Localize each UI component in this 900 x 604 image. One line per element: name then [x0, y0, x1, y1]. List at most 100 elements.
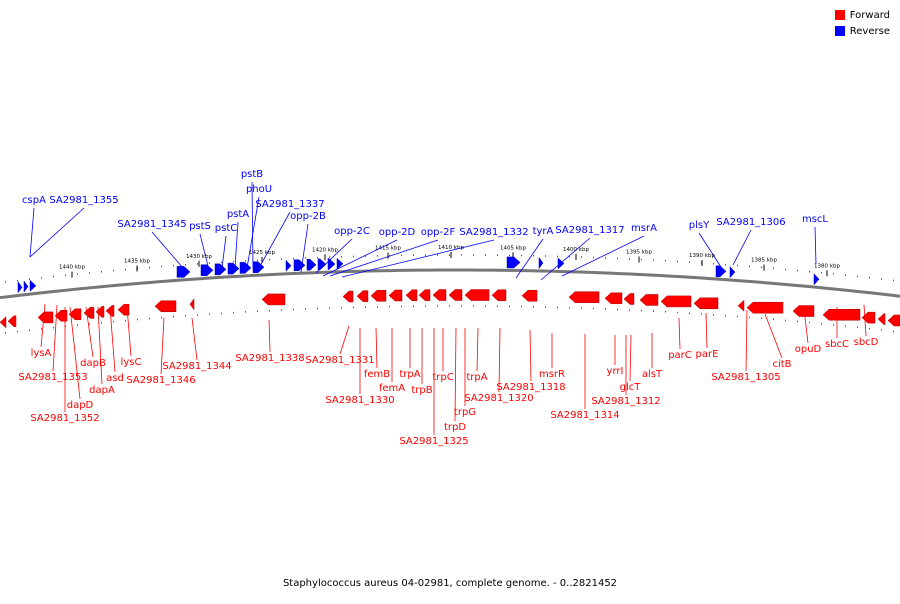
reverse-gene-arrow	[17, 281, 23, 294]
reverse-gene-arrow	[23, 280, 29, 293]
reverse-gene-leader	[234, 221, 239, 269]
reverse-gene-leader	[329, 239, 439, 277]
reverse-gene-leader	[29, 207, 35, 258]
scale-tick-label: 1435 kbp	[124, 259, 150, 265]
scale-tick-label: 1425 kbp	[249, 250, 275, 256]
scale-tick-label: 1440 kbp	[59, 265, 85, 271]
forward-gene-label: SA2981_1312	[591, 396, 660, 407]
reverse-gene-arrow	[176, 266, 191, 278]
reverse-gene-arrow	[239, 262, 252, 274]
forward-gene-label: trpA	[466, 372, 487, 383]
forward-gene-label: SA2981_1305	[711, 372, 780, 383]
reverse-gene-label: pstA	[227, 209, 249, 220]
forward-gene-label: sbcD	[854, 337, 879, 348]
forward-gene-leader	[803, 308, 809, 344]
legend-reverse: Reverse	[834, 24, 890, 38]
forward-gene-label: trpC	[432, 372, 453, 383]
forward-gene-arrow	[861, 311, 876, 324]
forward-gene-label: citB	[772, 359, 791, 370]
reverse-gene-leader	[322, 239, 398, 277]
forward-gene-arrow	[154, 300, 177, 312]
reverse-gene-leader	[540, 237, 591, 281]
forward-gene-leader	[764, 313, 783, 359]
scale-tick-label: 1415 kbp	[375, 246, 401, 252]
forward-gene-arrow	[623, 293, 635, 305]
forward-gene-label: parC	[668, 350, 692, 361]
reverse-gene-label: opp-2B	[290, 211, 326, 222]
forward-gene-leader	[529, 329, 532, 382]
forward-gene-arrow	[7, 315, 17, 327]
forward-gene-label: SA2981_1314	[550, 410, 619, 421]
reverse-gene-leader	[151, 231, 184, 269]
reverse-gene-arrow	[200, 264, 214, 276]
forward-gene-label: sbcC	[825, 339, 849, 350]
forward-gene-leader	[705, 312, 708, 349]
reverse-gene-leader	[698, 232, 722, 268]
forward-gene-leader	[375, 327, 378, 369]
reverse-gene-label: SA2981_1355	[49, 195, 118, 206]
reverse-gene-arrow	[327, 258, 336, 270]
forward-gene-leader	[191, 317, 198, 361]
legend-forward-label: Forward	[849, 9, 890, 21]
scale-tick-label: 1410 kbp	[438, 245, 464, 251]
forward-gene-label: SA2981_1344	[162, 361, 231, 372]
forward-gene-label: SA2981_1320	[464, 393, 533, 404]
reverse-gene-arrow	[336, 257, 344, 270]
reverse-gene-arrow	[715, 265, 727, 278]
forward-gene-label: SA2981_1325	[399, 436, 468, 447]
forward-gene-leader	[498, 327, 501, 393]
reverse-gene-label: pstS	[189, 221, 211, 232]
reverse-gene-label: opp-2C	[334, 226, 370, 237]
reverse-gene-leader	[300, 223, 309, 273]
reverse-gene-arrow	[285, 259, 292, 272]
forward-gene-arrow	[822, 309, 861, 321]
forward-gene-arrow	[342, 290, 354, 303]
forward-gene-label: SA2981_1353	[18, 372, 87, 383]
forward-gene-leader	[69, 306, 81, 400]
reverse-gene-arrow	[317, 258, 327, 271]
forward-gene-arrow	[887, 314, 900, 327]
reverse-gene-leader	[515, 238, 544, 279]
reverse-gene-label: SA2981_1306	[716, 217, 785, 228]
scale-tick-label: 1430 kbp	[186, 254, 212, 260]
forward-gene-leader	[268, 319, 271, 353]
forward-gene-leader	[678, 317, 681, 350]
forward-gene-arrow	[117, 303, 130, 316]
reverse-gene-label: msrA	[631, 223, 657, 234]
forward-gene-arrow	[521, 289, 538, 302]
reverse-gene-arrow	[506, 256, 521, 269]
legend-reverse-swatch	[834, 26, 845, 36]
reverse-gene-arrow	[557, 257, 565, 270]
forward-gene-label: SA2981_1330	[325, 395, 394, 406]
reverse-gene-label: SA2981_1317	[555, 225, 624, 236]
reverse-gene-leader	[199, 233, 209, 267]
reverse-gene-leader	[341, 239, 495, 278]
forward-gene-arrow	[448, 289, 463, 301]
reverse-gene-arrow	[813, 273, 820, 286]
forward-gene-label: SA2981_1338	[235, 353, 304, 364]
forward-gene-label: lysC	[121, 357, 142, 368]
forward-gene-label: msrR	[539, 369, 565, 380]
reverse-gene-leader	[246, 196, 260, 269]
forward-gene-arrow	[464, 289, 490, 301]
forward-gene-leader	[629, 334, 632, 382]
reverse-gene-arrow	[227, 262, 240, 275]
forward-gene-leader	[745, 309, 748, 372]
forward-gene-arrow	[737, 299, 745, 312]
forward-gene-label: trpB	[411, 385, 432, 396]
reverse-gene-leader	[258, 211, 291, 269]
reverse-gene-arrow	[538, 256, 544, 270]
forward-gene-arrow	[792, 305, 815, 317]
forward-gene-arrow	[660, 295, 692, 308]
forward-gene-arrow	[95, 306, 105, 318]
forward-gene-arrow	[693, 297, 719, 310]
reverse-gene-label: tyrA	[533, 226, 554, 237]
genome-backbone	[0, 268, 900, 300]
legend-forward: Forward	[834, 8, 890, 22]
reverse-gene-leader	[814, 226, 817, 265]
reverse-gene-leader	[732, 229, 752, 266]
forward-gene-label: glcT	[620, 382, 642, 393]
forward-gene-label: femB	[364, 369, 390, 380]
